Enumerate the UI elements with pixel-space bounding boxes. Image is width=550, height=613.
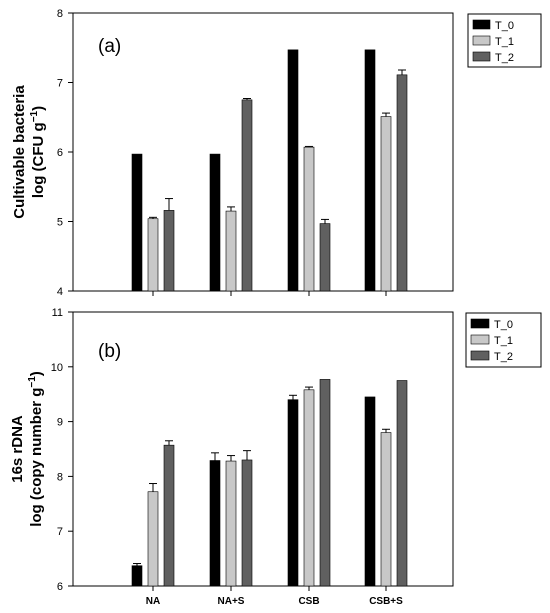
bar-t1-csb-plus-s [380,432,392,587]
bar-t2-na [163,444,175,587]
legend-swatch [470,318,490,329]
bar-t1-csb [303,389,315,587]
legend-label: T_2 [494,351,513,363]
bar-t2-na-plus-s [241,99,253,292]
x-tick-label: NA [146,596,160,607]
bar-t0-csb [287,399,299,587]
legend-swatch [472,51,491,62]
legend-swatch [470,334,490,345]
y-tick-label: 8 [57,471,63,483]
x-tick-label: NA+S [218,596,245,607]
legend-label: T_0 [495,20,514,32]
y-tick-label: 8 [57,8,63,20]
panel-label-b: (b) [98,341,121,362]
legend-a: T_0 T_1 T_2 [467,13,542,68]
legend-label: T_2 [495,52,514,64]
plot-frame-a [72,12,454,292]
y-axis-title-b-line2: log (copy number g−1) [27,371,45,527]
bar-t2-na-plus-s [241,459,253,587]
panel-a: (a) Cultivable bacteria log (CFU g−1) 4 5… [11,8,542,298]
legend-label: T_1 [494,335,513,347]
bar-t1-na-plus-s [225,460,237,587]
bar-t2-csb-plus-s [396,74,408,292]
y-tick-label: 7 [57,526,63,538]
y-axis-title-a-line2: log (CFU g−1) [29,106,47,198]
y-tick-label: 6 [57,147,63,159]
bar-t0-na [131,565,143,587]
bars-b [131,379,408,587]
y-axis-title-b-line1: 16s rDNA [9,415,26,483]
bar-t1-csb [303,146,315,292]
legend-label: T_1 [495,36,514,48]
y-axis-b: 6 7 8 9 10 11 [51,307,73,593]
legend-swatch [472,35,491,46]
legend-b: T_0 T_1 T_2 [465,312,542,368]
bar-t2-csb [319,379,331,587]
plot-frame-b [72,311,454,587]
bar-t2-csb [319,223,331,292]
y-tick-label: 10 [51,362,63,374]
panel-label-a: (a) [98,36,121,57]
bar-t1-csb-plus-s [380,116,392,292]
x-axis-a [152,291,387,296]
y-tick-label: 4 [57,286,63,298]
legend-label: T_0 [494,319,513,331]
x-axis-b: NA NA+S CSB CSB+S [146,586,403,607]
y-tick-label: 5 [57,217,63,229]
bar-t0-na-plus-s [209,153,221,292]
y-tick-label: 9 [57,417,63,429]
bars-a [131,49,408,292]
bar-t0-na [131,153,143,292]
legend-swatch [470,350,490,361]
x-tick-label: CSB+S [369,596,403,607]
bar-t0-na-plus-s [209,460,221,587]
panel-b: (b) 16s rDNA log (copy number g−1) 67891… [9,307,542,607]
bar-t2-na [163,210,175,292]
y-axis-title-b: 16s rDNA log (copy number g−1) [9,371,45,527]
bar-t0-csb-plus-s [364,396,376,587]
bar-t1-na-plus-s [225,210,237,292]
y-axis-title-a-line1: Cultivable bacteria [11,85,28,219]
bar-t0-csb [287,49,299,292]
bar-t1-na [147,218,159,292]
bar-t1-na [147,491,159,587]
bar-t2-csb-plus-s [396,380,408,587]
y-axis-title-a: Cultivable bacteria log (CFU g−1) [11,85,47,219]
y-tick-label: 7 [57,78,63,90]
x-tick-label: CSB [298,596,319,607]
bar-t0-csb-plus-s [364,49,376,292]
legend-swatch [472,19,491,30]
y-axis-a: 4 5 6 7 8 [57,8,73,298]
y-tick-label: 6 [57,581,63,593]
y-tick-label: 11 [52,307,63,319]
